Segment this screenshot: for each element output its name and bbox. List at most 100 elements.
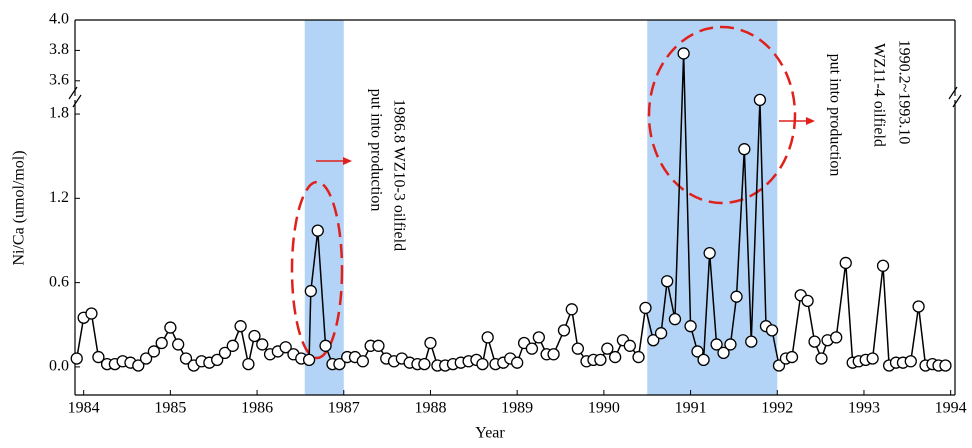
data-point [333, 357, 346, 371]
data-point [876, 259, 890, 272]
data-point [594, 353, 607, 367]
data-point [939, 359, 952, 372]
x-tick-label: 1992 [761, 400, 793, 417]
data-point [647, 334, 660, 347]
data-point [808, 335, 821, 348]
data-point [830, 331, 843, 344]
data-point [311, 224, 324, 237]
data-point [724, 338, 737, 351]
arrow-head [343, 157, 352, 165]
data-point [525, 342, 539, 355]
data-point [710, 338, 723, 351]
y-tick-label: 1.8 [49, 105, 69, 122]
x-tick-label: 1988 [414, 400, 446, 417]
data-point [623, 339, 637, 352]
data-point [211, 353, 224, 367]
data-point [476, 357, 489, 371]
data-point [632, 350, 645, 364]
data-point [319, 339, 332, 352]
data-point [139, 352, 153, 365]
data-point [248, 329, 261, 343]
data-point [372, 339, 385, 352]
data-point [218, 346, 232, 360]
data-point [92, 350, 105, 364]
data-point [304, 284, 317, 298]
x-tick-label: 1993 [848, 400, 880, 417]
x-tick-label: 1991 [675, 400, 707, 417]
data-point [179, 352, 193, 365]
data-point [912, 300, 925, 313]
ellipse [290, 180, 344, 360]
x-tick-label: 1994 [935, 400, 967, 417]
data-point [242, 357, 255, 371]
axis-break [68, 86, 82, 108]
data-point [691, 345, 704, 358]
y-tick-label: 3.6 [49, 71, 69, 88]
annotation: 1990.2~1993.10 [895, 40, 912, 145]
data-line [75, 53, 946, 368]
y-tick-label: 0.0 [49, 358, 69, 375]
x-tick-label: 1989 [501, 400, 533, 417]
data-point [155, 336, 168, 350]
annotation: put into production [826, 54, 843, 177]
data-point [424, 336, 437, 350]
annotation: 1986.8 WZ10-3 oilfield [390, 99, 407, 251]
y-tick-label: 0.6 [49, 273, 69, 290]
data-point [703, 246, 716, 260]
data-point [418, 357, 431, 371]
data-point [172, 338, 185, 351]
data-point [639, 301, 652, 315]
data-point [571, 342, 585, 355]
axis-break [948, 86, 962, 108]
x-axis-title: Year [475, 425, 505, 442]
data-point [511, 356, 524, 369]
data-point [661, 275, 674, 288]
data-point [302, 353, 316, 367]
data-point [601, 342, 614, 355]
data-point [745, 335, 758, 348]
data-point [547, 348, 560, 361]
annotation: put into production [367, 89, 384, 212]
data-point [147, 345, 161, 358]
data-point [70, 352, 83, 365]
data-point [226, 339, 239, 352]
x-tick-label: 1984 [68, 400, 100, 417]
data-point [904, 355, 917, 368]
data-point [684, 320, 697, 333]
data-point [697, 353, 710, 367]
data-point [164, 321, 177, 334]
y-tick-label: 3.8 [49, 41, 69, 58]
data-point [717, 346, 730, 360]
data-point [668, 312, 682, 326]
data-point [85, 307, 98, 320]
data-point [738, 143, 751, 156]
data-point [132, 359, 145, 372]
data-point [256, 338, 269, 351]
highlight-band [304, 20, 344, 395]
y-tick-label: 4.0 [49, 11, 69, 28]
data-point [356, 355, 369, 368]
x-tick-label: 1990 [588, 400, 620, 417]
data-point [801, 294, 814, 308]
data-point [765, 324, 779, 337]
data-point [753, 93, 767, 107]
annotation: WZ11-4 oilfield [870, 43, 887, 147]
data-point [532, 331, 545, 344]
data-point [677, 47, 690, 60]
data-point [815, 352, 828, 365]
y-tick-label: 1.2 [49, 189, 69, 206]
data-point [565, 303, 578, 316]
axis-frame [74, 19, 956, 396]
data-point [866, 352, 879, 365]
data-point [557, 324, 571, 337]
x-tick-label: 1987 [328, 400, 360, 417]
y-axis-title: Ni/Ca (umol/mol) [11, 150, 28, 265]
highlight-band [647, 20, 778, 395]
data-point [608, 350, 622, 364]
data-point [481, 331, 494, 344]
data-point [730, 290, 743, 303]
data-point [839, 256, 852, 270]
data-point [234, 320, 247, 333]
data-point [785, 350, 799, 364]
